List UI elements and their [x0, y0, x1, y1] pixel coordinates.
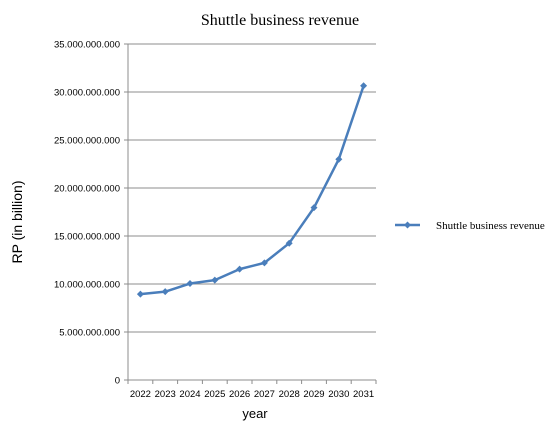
x-tick-label: 2029: [303, 389, 324, 400]
x-tick-label: 2022: [130, 389, 151, 400]
y-tick-label: 15.000.000.000: [54, 232, 120, 243]
y-tick-label: 30.000.000.000: [54, 88, 120, 99]
x-tick-label: 2027: [254, 389, 275, 400]
x-tick-label: 2024: [179, 389, 200, 400]
y-tick-labels: 0 5.000.000.000 10.000.000.000 15.000.000.0…: [54, 40, 120, 387]
y-tick-label: 25.000.000.000: [54, 136, 120, 147]
data-point: [335, 155, 343, 163]
y-tick-label: 20.000.000.000: [54, 184, 120, 195]
data-point: [285, 239, 293, 247]
gridlines: [128, 43, 376, 333]
y-tick-label: 35.000.000.000: [54, 40, 120, 51]
x-tick-label: 2031: [353, 389, 374, 400]
data-point: [136, 290, 144, 298]
x-tick-label: 2025: [204, 389, 225, 400]
y-tick-label: 5.000.000.000: [59, 328, 120, 339]
data-point: [161, 288, 169, 296]
data-point: [260, 259, 268, 267]
x-tick-labels: 2022 2023 2024 2025 2026 2027 2028 2029 2030 2031: [130, 389, 374, 400]
data-point: [360, 82, 368, 90]
data-point: [310, 204, 318, 212]
y-axis-label: RP (in billion): [9, 181, 25, 264]
data-point: [211, 276, 219, 284]
legend-label: Shuttle business revenue: [436, 220, 545, 232]
data-point: [186, 280, 194, 288]
axes: [124, 43, 377, 384]
data-point: [236, 265, 244, 273]
y-tick-label: 0: [115, 376, 120, 387]
legend: Shuttle business revenue: [395, 220, 545, 232]
x-tick-label: 2026: [229, 389, 250, 400]
x-tick-label: 2028: [279, 389, 300, 400]
x-tick-label: 2023: [155, 389, 176, 400]
chart-title: Shuttle business revenue: [201, 12, 359, 29]
y-tick-label: 10.000.000.000: [54, 280, 120, 291]
series-layer: [136, 82, 368, 298]
legend-diamond-icon: [404, 221, 411, 229]
x-axis-label: year: [242, 406, 268, 421]
series-line: [140, 85, 365, 296]
x-tick-label: 2030: [328, 389, 349, 400]
